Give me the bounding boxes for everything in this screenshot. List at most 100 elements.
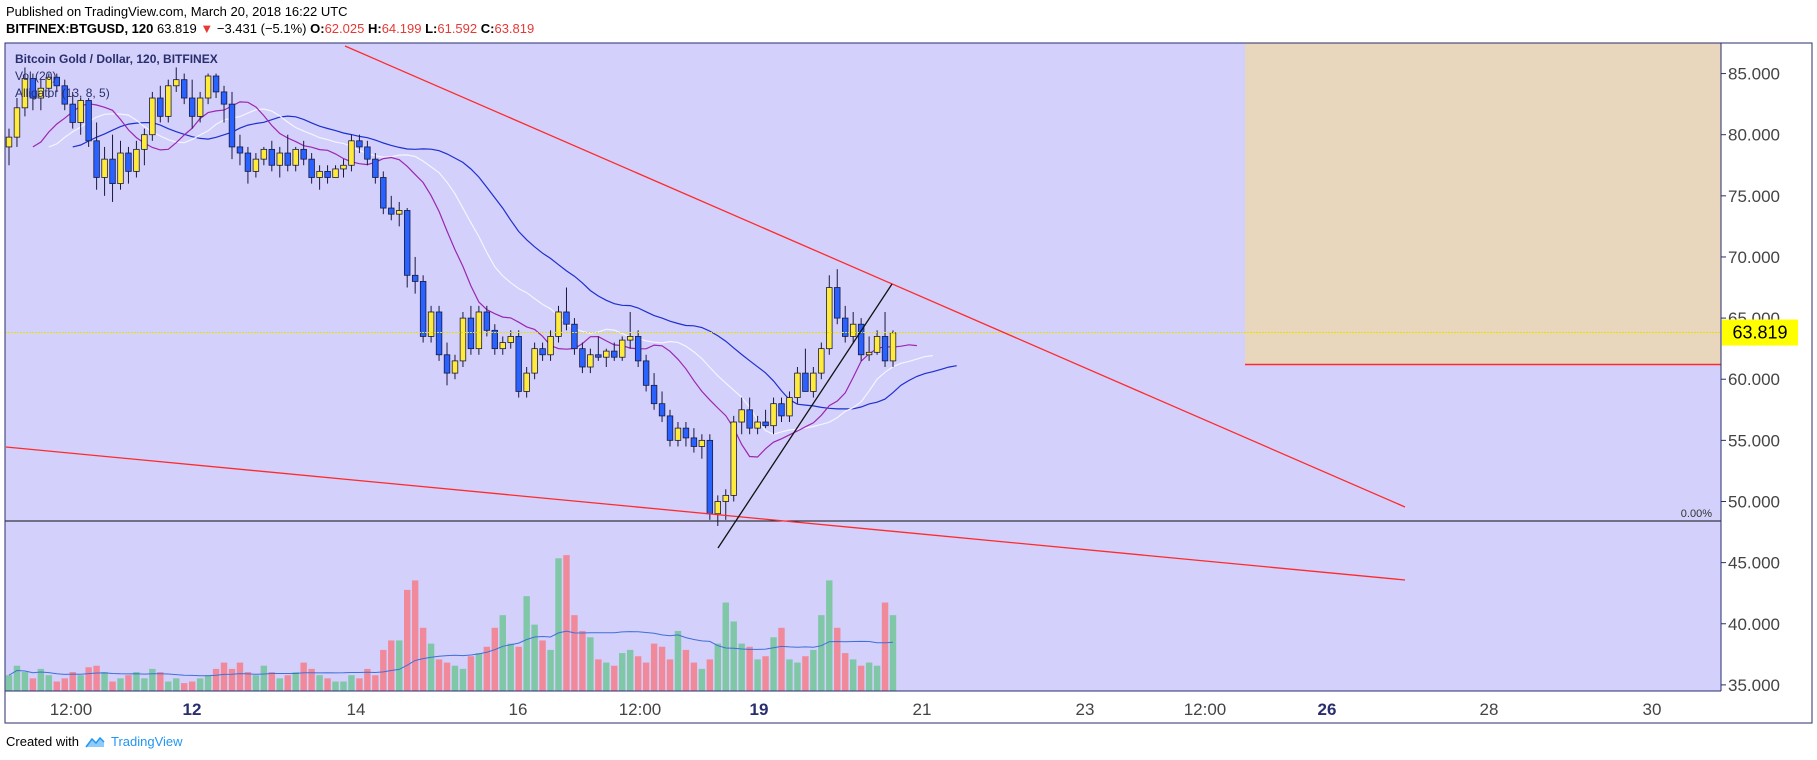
time-axis[interactable]: 12:00 12 14 16 12:00 19 21 23 12:00 26 28 30 (50, 700, 1662, 719)
candle (770, 397, 777, 435)
candle (849, 311, 857, 343)
volume-bar (228, 668, 236, 691)
volume-bar (778, 627, 785, 691)
candle (284, 134, 291, 172)
volume-bar (881, 602, 889, 691)
volume-bar (244, 672, 252, 691)
price-tick-label: 35.000 (1728, 676, 1780, 695)
ohlc-line: BITFINEX:BTGUSD, 120 63.819 ▼ −3.431 (−5… (6, 21, 534, 37)
volume-bar (650, 643, 658, 691)
candle (650, 373, 658, 410)
volume-bar (786, 659, 793, 691)
volume-bar (499, 615, 506, 691)
candle (435, 305, 443, 361)
time-tick-label: 21 (913, 700, 932, 719)
candle (419, 275, 427, 343)
time-tick-label: 26 (1318, 700, 1337, 719)
candle (690, 428, 698, 453)
tradingview-brand[interactable]: TradingView (110, 734, 183, 749)
candle (881, 311, 889, 367)
volume-bar (141, 678, 148, 691)
volume-bar (682, 649, 690, 691)
volume-bar (348, 675, 355, 691)
volume-bar (634, 656, 642, 691)
open-label: O: (310, 21, 325, 36)
volume-bar (531, 624, 538, 691)
volume-bar (300, 662, 307, 691)
candle (173, 67, 180, 92)
volume-bar (364, 668, 371, 691)
volume-bar (706, 659, 714, 691)
candle (595, 336, 602, 361)
trendlines[interactable] (5, 45, 1406, 581)
volume-bar (340, 681, 347, 691)
volume-bar (284, 675, 291, 691)
support-trendline[interactable] (5, 446, 1406, 581)
volume-bar (125, 675, 132, 691)
target-zone[interactable] (1245, 43, 1721, 365)
volume-bar (722, 602, 729, 691)
volume-bar (419, 627, 427, 691)
published-line: Published on TradingView.com, March 20, … (6, 4, 348, 19)
price-axis[interactable]: 85.00080.00075.00070.00065.00060.00055.0… (1721, 65, 1780, 695)
volume-bar (889, 615, 897, 691)
price-tick-label: 80.000 (1728, 126, 1780, 145)
candle (212, 73, 220, 99)
resistance-trendline[interactable] (344, 45, 1406, 508)
candle (85, 98, 92, 147)
candle (109, 134, 116, 202)
legend-volume[interactable]: Vol (20) (15, 69, 57, 83)
price-chart[interactable]: 0.00% 85.00080.00075.00070.00065.00060.0… (0, 0, 1817, 730)
open-value: 62.025 (324, 21, 365, 36)
candle (165, 79, 172, 123)
volume-bar (698, 668, 706, 691)
legend-alligator[interactable]: Alligator (13, 8, 5) (15, 86, 110, 100)
volume-bar (403, 589, 411, 691)
volume-bar (332, 681, 339, 691)
candle (626, 311, 634, 349)
chart-frame (4, 42, 1813, 724)
candle (698, 434, 706, 459)
volume-bar (834, 627, 841, 691)
volume-bar (109, 681, 116, 691)
volume-bar (443, 662, 451, 691)
candle (483, 305, 491, 337)
candle (101, 146, 108, 196)
volume-bar (13, 665, 21, 691)
volume-bar (380, 649, 387, 691)
candle (754, 415, 761, 435)
candle (531, 342, 538, 380)
price-tick-label: 60.000 (1728, 370, 1780, 389)
time-tick-label: 23 (1076, 700, 1095, 719)
candle (260, 146, 268, 166)
tradingview-link[interactable]: TradingView (85, 734, 183, 749)
volume-bar (427, 643, 435, 691)
volume-bar (308, 668, 315, 691)
current-price-tag: 63.819 (1722, 319, 1798, 346)
candle (730, 415, 737, 502)
candle (149, 91, 156, 141)
alligator-teeth-line (48, 108, 933, 435)
rising-trendline[interactable] (717, 283, 893, 549)
candle (157, 85, 164, 123)
candle (181, 73, 188, 105)
volume-bar (555, 558, 562, 691)
volume-bar (117, 678, 124, 691)
volume-bar (77, 675, 84, 691)
chart-legend: Bitcoin Gold / Dollar, 120, BITFINEX Vol… (15, 51, 218, 102)
candle (834, 269, 841, 325)
candle (539, 342, 546, 361)
volume-bar (873, 665, 881, 691)
candle (204, 73, 212, 105)
volume-bar (204, 675, 212, 691)
volume-layer (5, 555, 897, 691)
price-tick-label: 70.000 (1728, 248, 1780, 267)
candle (857, 318, 865, 361)
time-tick-label: 30 (1643, 700, 1662, 719)
price-tick-label: 55.000 (1728, 431, 1780, 450)
candle (356, 134, 363, 154)
volume-bar (372, 675, 379, 691)
volume-bar (802, 656, 809, 691)
price-tick-label: 85.000 (1728, 65, 1780, 84)
candle (666, 409, 674, 447)
